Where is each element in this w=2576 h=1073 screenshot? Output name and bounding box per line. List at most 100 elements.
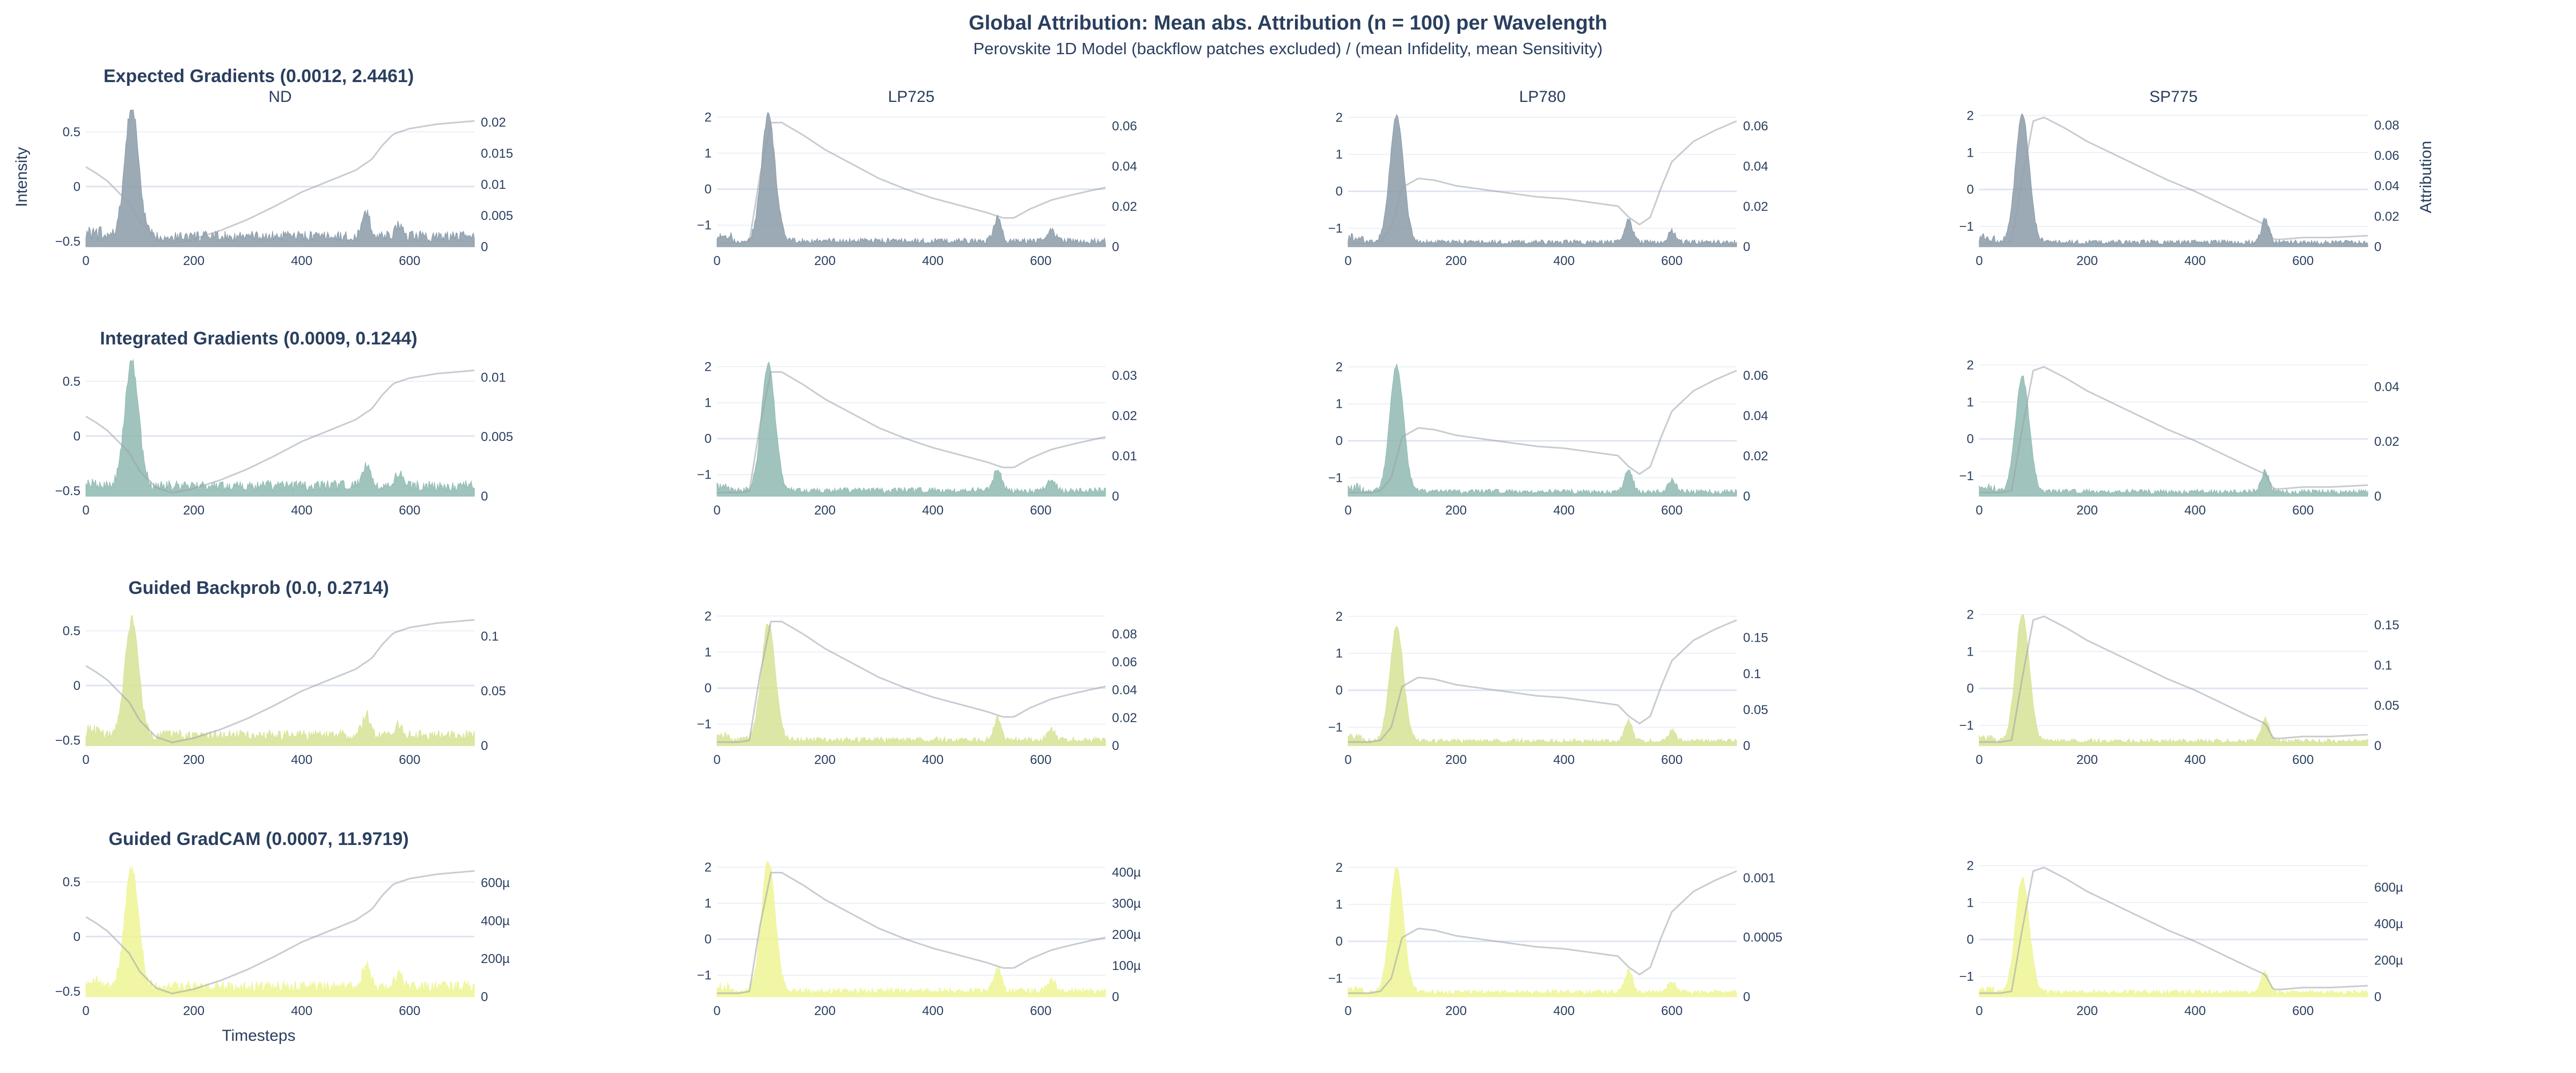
right-tick-label: 0.04 [1112,683,1137,697]
x-tick-label: 400 [922,254,943,268]
right-tick-label: 0 [1112,489,1119,504]
x-tick-label: 400 [1553,753,1575,767]
x-tick-label: 600 [2292,1004,2314,1018]
left-tick-label: 0 [74,679,80,693]
subplot-1-3: −1 0 1 2 0 0.02 0.04 0 200 400 600 [1959,358,2399,518]
right-tick-label: 0 [481,739,488,753]
right-tick-label: 0 [1112,240,1119,254]
intensity-line [85,369,475,494]
left-tick-label: 0.5 [63,624,80,638]
x-tick-label: 0 [713,503,720,518]
x-tick-label: 200 [2076,1004,2098,1018]
x-tick-label: 0 [713,1004,720,1018]
left-tick-label: 1 [1967,644,1974,659]
row-title: Guided Backprob (0.0, 0.2714) [128,578,389,598]
right-tick-label: 0.04 [1112,159,1137,174]
left-tick-label: −0.5 [55,733,80,748]
left-tick-label: 2 [1967,607,1974,622]
attribution-area [1348,866,1737,997]
left-tick-label: 0 [1967,681,1974,696]
x-tick-label: 600 [1661,254,1682,268]
attribution-area [85,358,475,497]
left-tick-label: −1 [1959,469,1974,483]
left-tick-label: 0 [705,681,712,696]
left-tick-label: −1 [1328,972,1343,986]
right-tick-label: 0.04 [2374,380,2399,394]
attribution-area [1348,626,1737,746]
subplot-1-2: −1 0 1 2 0 0.02 0.04 0.06 0 200 400 600 [1328,360,1768,518]
right-tick-label: 0 [481,489,488,504]
x-tick-label: 600 [1030,503,1051,518]
left-tick-label: −0.5 [55,484,80,498]
x-tick-label: 400 [1553,503,1575,518]
right-tick-label: 0 [2374,990,2381,1004]
x-tick-label: 0 [1975,1004,1982,1018]
left-tick-label: 1 [705,645,712,660]
x-tick-label: 400 [2184,753,2206,767]
left-tick-label: −1 [1959,219,1974,234]
left-tick-label: 0 [705,932,712,947]
x-tick-label: 200 [183,503,204,518]
right-tick-label: 0 [1112,739,1119,753]
left-tick-label: 0 [74,930,80,944]
left-tick-label: 2 [705,359,712,374]
x-tick-label: 200 [183,753,204,767]
right-tick-label: 0 [481,240,488,254]
attribution-area [1979,614,2368,746]
x-axis-title: Timesteps [222,1027,295,1045]
attribution-area [1348,363,1737,497]
x-tick-label: 200 [183,254,204,268]
x-tick-label: 600 [1661,503,1682,518]
intensity-line [717,371,1106,494]
right-tick-label: 0.1 [2374,658,2392,673]
right-tick-label: 0 [1743,240,1750,254]
right-tick-label: 0.05 [2374,699,2399,713]
right-tick-label: 0 [1743,489,1750,504]
x-tick-label: 200 [2076,503,2098,518]
left-tick-label: 0 [1336,185,1343,199]
x-tick-label: 0 [82,1004,89,1018]
subplot-2-0: −0.500.500.050.10 200 400 600 [55,615,506,767]
subplot-3-1: −1 0 1 2 0 100µ 200µ 300µ 400µ 0 200 400 600 [697,860,1141,1018]
right-tick-label: 0.001 [1743,871,1775,885]
left-tick-label: −1 [697,218,712,233]
intensity-line [1979,866,2368,994]
right-tick-label: 0 [2374,739,2381,753]
left-tick-label: −1 [1959,718,1974,733]
right-tick-label: 0.02 [1112,200,1137,214]
right-tick-label: 0.1 [481,629,499,644]
right-tick-label: 0.05 [481,684,506,699]
attribution-area [1979,113,2368,247]
x-tick-label: 600 [399,753,420,767]
column-title-sp775: SP775 [2149,88,2198,106]
x-tick-label: 600 [399,1004,420,1018]
right-tick-label: 0.01 [481,370,506,385]
x-tick-label: 200 [814,254,836,268]
x-tick-label: 400 [291,254,312,268]
left-tick-label: 0 [1336,434,1343,449]
left-tick-label: 1 [1967,395,1974,409]
left-tick-label: 0 [1967,432,1974,446]
left-tick-label: 1 [1967,895,1974,910]
right-tick-label: 0.02 [1743,200,1768,214]
left-tick-label: 0 [74,429,80,444]
left-tick-label: 0 [1967,932,1974,947]
left-tick-label: 0.5 [63,374,80,389]
right-tick-label: 0.15 [2374,618,2399,633]
left-tick-label: 1 [1967,145,1974,160]
right-tick-label: 0 [1743,739,1750,753]
intensity-line [717,872,1106,994]
left-tick-label: 2 [1967,858,1974,873]
x-tick-label: 400 [1553,254,1575,268]
left-tick-label: 2 [705,110,712,124]
left-tick-label: −0.5 [55,234,80,249]
subplot-2-1: −1 0 1 2 0 0.02 0.04 0.06 0.08 0 200 400 600 [697,609,1137,767]
row-title: Integrated Gradients (0.0009, 0.1244) [100,328,417,349]
x-tick-label: 600 [399,503,420,518]
intensity-line [1979,615,2368,743]
right-tick-label: 0.15 [1743,631,1768,645]
column-title-lp725: LP725 [888,88,935,106]
x-tick-label: 400 [291,1004,312,1018]
right-tick-label: 0.04 [1743,159,1768,174]
